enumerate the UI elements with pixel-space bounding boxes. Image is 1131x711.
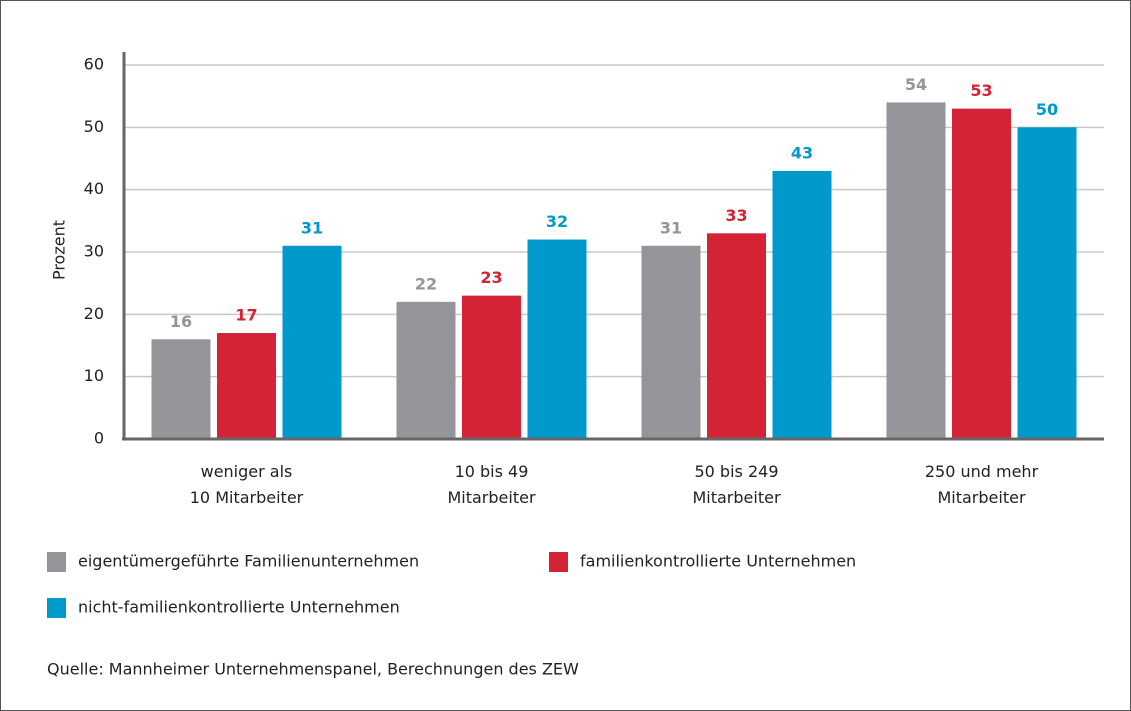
value-label: 23 [480, 268, 502, 287]
x-tick-label: 250 und mehr Mitarbeiter [925, 462, 1039, 507]
legend-swatch [47, 552, 66, 572]
value-label: 17 [235, 306, 257, 325]
bar [886, 102, 946, 440]
y-tick-label: 10 [84, 366, 104, 385]
bar [707, 233, 766, 439]
value-label: 16 [170, 312, 192, 331]
bar [396, 301, 456, 439]
value-label: 54 [905, 75, 927, 94]
x-tick-label: 10 bis 49 Mitarbeiter [447, 462, 535, 507]
value-label: 50 [1036, 100, 1058, 119]
y-tick-label: 60 [84, 55, 104, 74]
value-label: 31 [301, 218, 323, 237]
bar [217, 333, 276, 439]
bar [282, 245, 342, 439]
x-tick-label: 50 bis 249 Mitarbeiter [692, 462, 780, 507]
x-tick-label: weniger als 10 Mitarbeiter [190, 462, 304, 507]
value-label: 32 [546, 212, 568, 231]
y-tick-label: 0 [94, 429, 104, 448]
source: Quelle: Mannheimer Unternehmenspanel, Be… [47, 660, 579, 679]
bar [641, 245, 701, 439]
value-label: 43 [791, 143, 813, 162]
value-label: 22 [415, 274, 437, 293]
value-label: 53 [970, 81, 992, 100]
y-tick-label: 40 [84, 179, 104, 198]
value-label: 31 [660, 218, 682, 237]
y-tick-label: 20 [84, 304, 104, 323]
y-tick-label: 50 [84, 117, 104, 136]
bar [527, 239, 587, 439]
bar [1017, 127, 1077, 439]
legend-swatch [47, 598, 66, 618]
legend-label: nicht-familienkontrollierte Unternehmen [78, 598, 400, 617]
y-axis-label: Prozent [50, 220, 69, 280]
bar [772, 170, 832, 439]
legend-swatch [549, 552, 568, 572]
legend-label: familienkontrollierte Unternehmen [580, 552, 856, 571]
value-label: 33 [725, 206, 747, 225]
bar [151, 339, 211, 439]
bar [462, 295, 521, 439]
legend-label: eigentümergeführte Familienunternehmen [78, 552, 419, 571]
bar [952, 108, 1011, 439]
y-tick-label: 30 [84, 242, 104, 261]
